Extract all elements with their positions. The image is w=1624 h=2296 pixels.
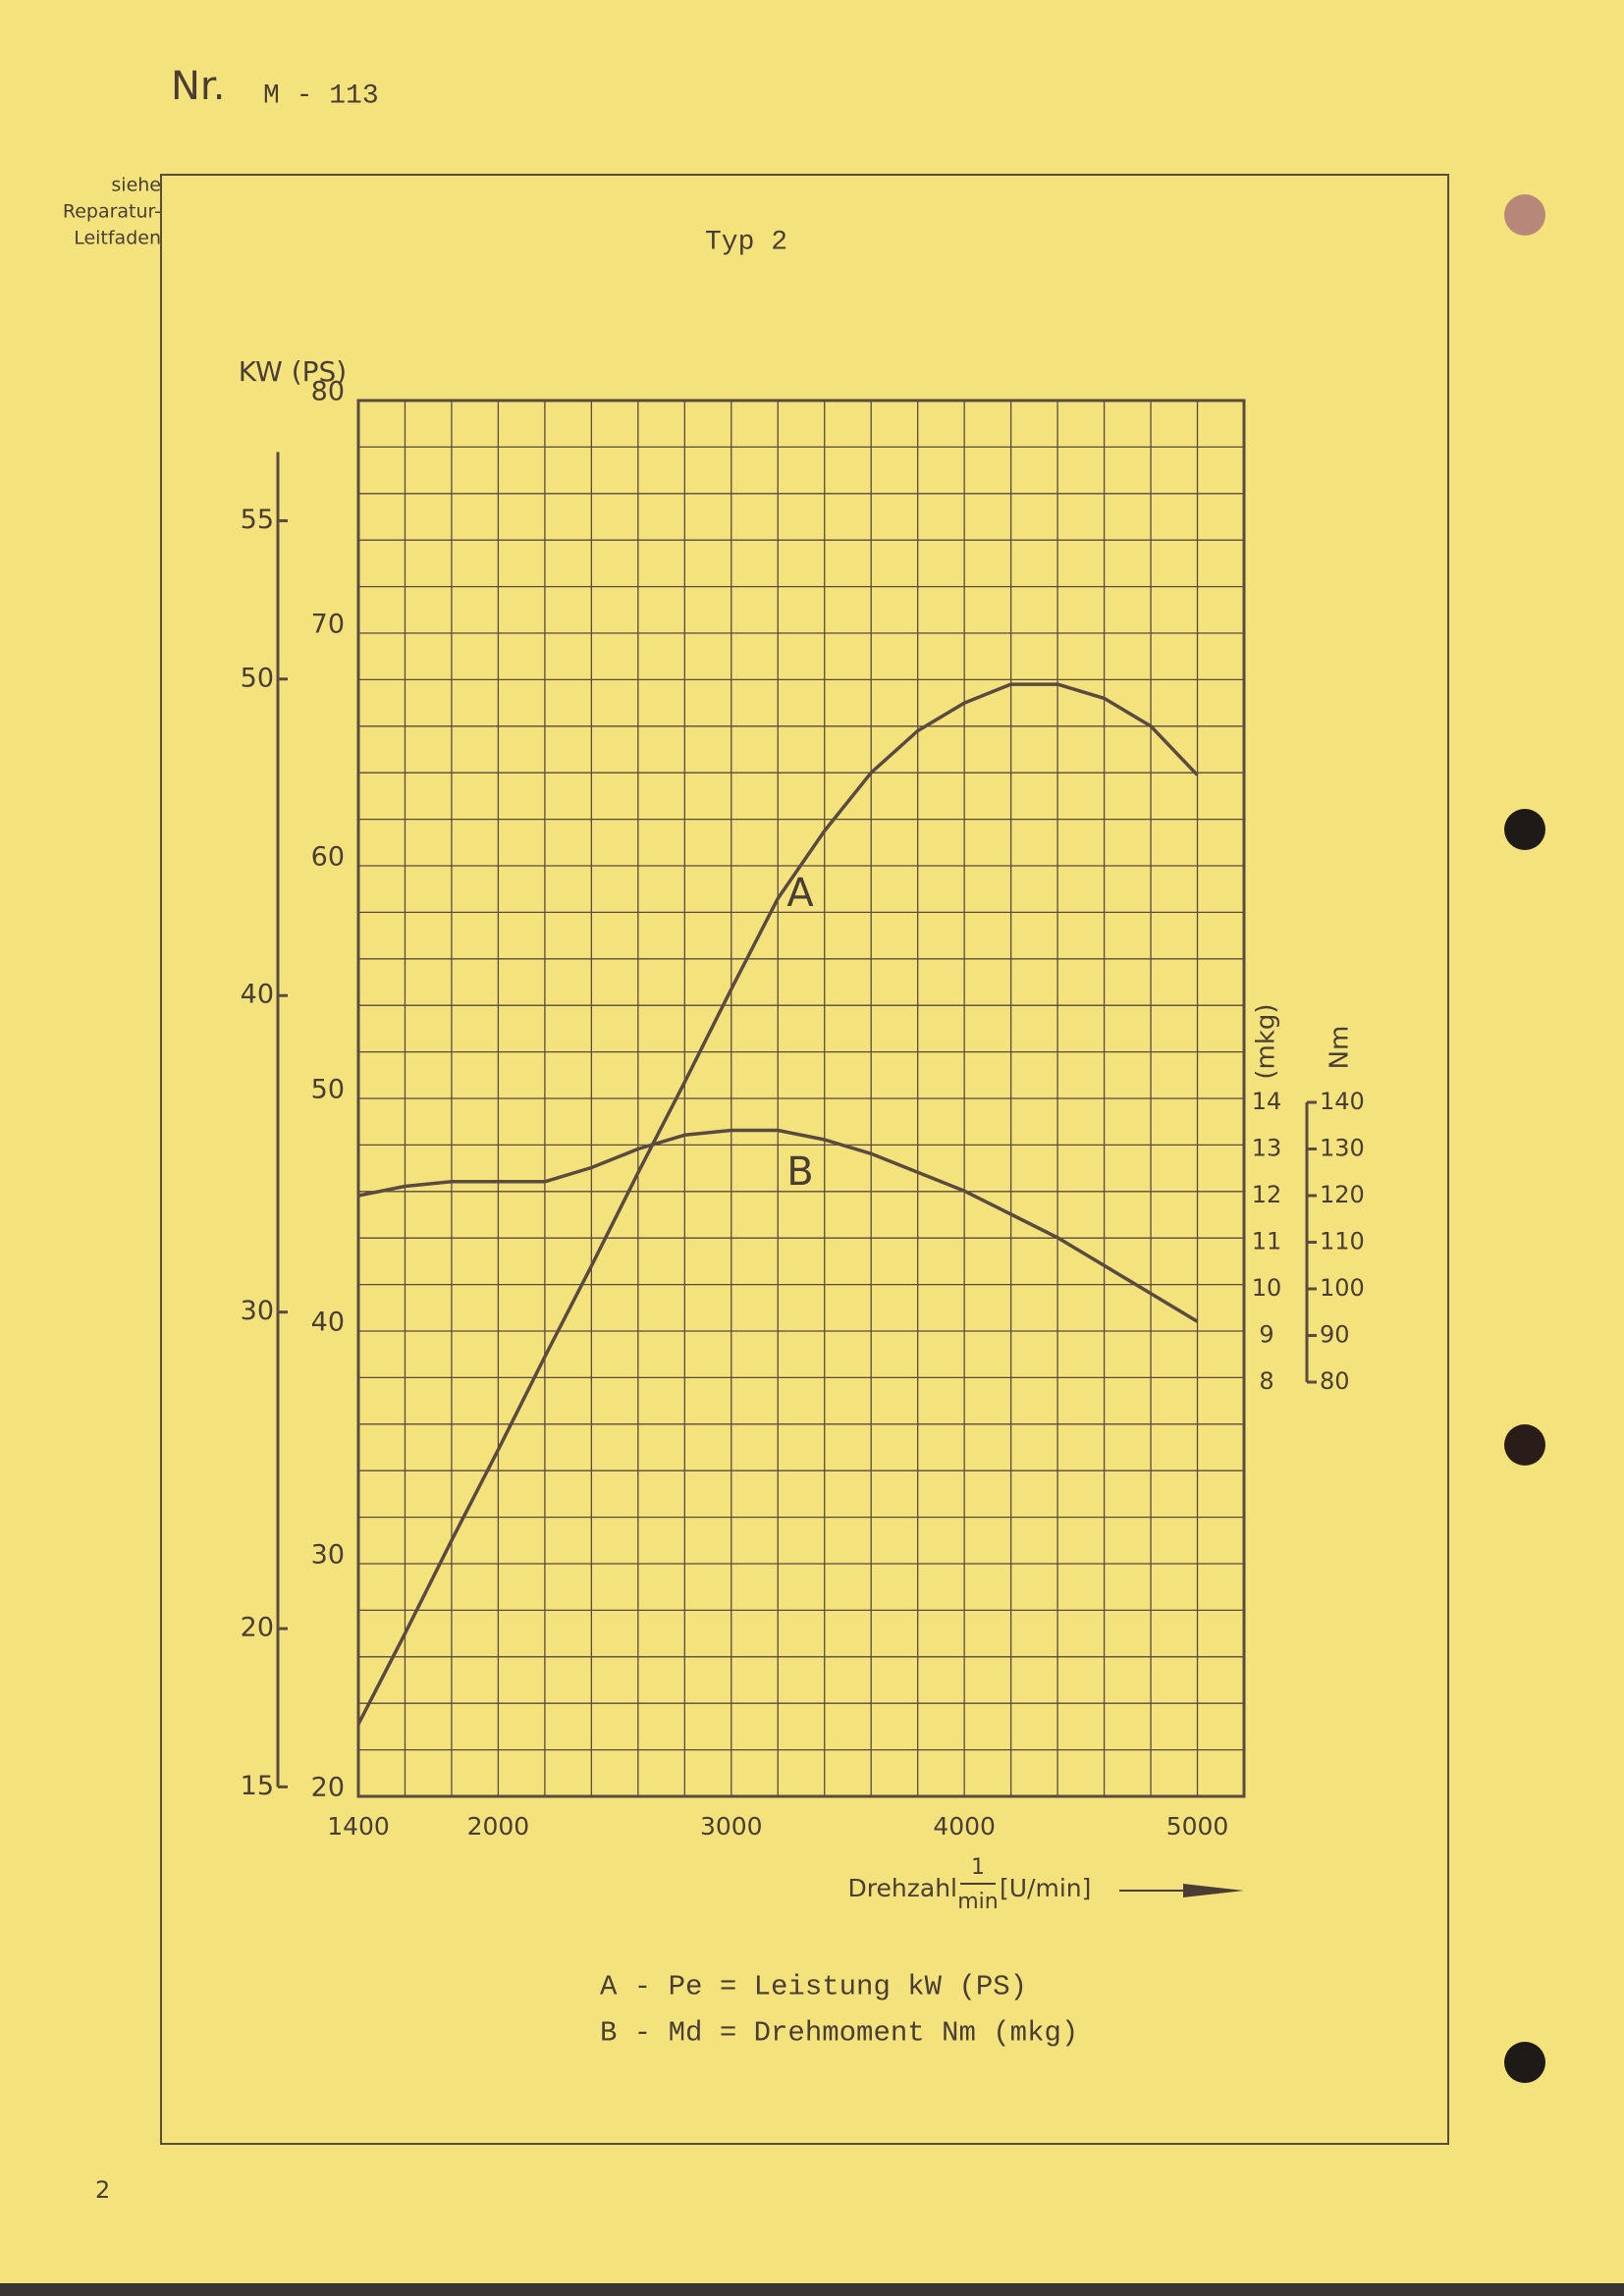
legend-line: B - Md = Drehmoment Nm (mkg) [600,2017,1078,2050]
scan-edge [0,2283,1624,2296]
kw-tick-label: 30 [241,1296,274,1326]
document-number: M - 113 [263,80,379,111]
punch-hole [1504,194,1545,236]
curve [357,1128,1199,1323]
x-axis-label-numerator: 1 [971,1855,985,1880]
x-tick-label: 3000 [700,1812,763,1841]
page-number: 2 [95,2176,110,2204]
y2-tick-label: 10 [1252,1274,1282,1302]
kw-tick-label: 50 [241,663,274,693]
arrow-head [1183,1884,1244,1897]
y2-tick-label: 13 [1252,1135,1282,1162]
legend-line: A - Pe = Leistung kW (PS) [600,1971,1027,2003]
curve-label: A [786,871,814,916]
nm-tick-label: 90 [1320,1321,1350,1349]
nm-tick-label: 80 [1320,1367,1350,1395]
y-tick-label: 30 [311,1540,345,1571]
y-tick-label: 60 [311,842,345,873]
kw-tick-label: 40 [241,980,274,1010]
x-tick-label: 1400 [327,1812,390,1841]
y2-tick-label: 14 [1252,1088,1282,1115]
nm-tick-label: 100 [1320,1274,1365,1302]
frame [160,174,1449,2145]
y-tick-label: 50 [311,1075,345,1105]
y2-tick-label: 12 [1252,1181,1282,1208]
nm-tick-label: 130 [1320,1135,1365,1162]
nm-tick-label: 110 [1320,1228,1365,1255]
x-axis-label: Drehzahl [848,1874,957,1902]
nm-tick-label: 120 [1320,1181,1365,1208]
x-tick-label: 5000 [1166,1812,1229,1841]
note-line: siehe [111,175,161,196]
plot-border [356,399,1246,1798]
y3-axis-label: Nm [1326,1026,1355,1070]
kw-tick-label: 20 [241,1613,274,1643]
x-axis-label-denominator: min [957,1890,999,1914]
y2-tick-label: 8 [1259,1367,1273,1395]
x-tick-label: 2000 [467,1812,530,1841]
note-line: Reparatur- [63,201,161,223]
x-tick-label: 4000 [933,1812,996,1841]
punch-hole [1504,1424,1545,1466]
y-tick-label: 40 [311,1308,345,1338]
punch-hole [1504,2042,1545,2083]
curve [356,682,1199,1726]
note-line: Leitfaden [74,228,161,249]
curve-label: B [786,1149,813,1195]
nm-tick-label: 140 [1320,1088,1365,1115]
chart-title: Typ 2 [705,227,787,257]
number-label: Nr. [171,64,225,109]
x-axis-unit: [U/min] [1000,1874,1091,1902]
kw-tick-label: 15 [241,1771,274,1801]
y-tick-label: 80 [311,377,345,407]
y2-tick-label: 11 [1252,1228,1282,1255]
y2-tick-label: 9 [1259,1321,1273,1349]
y-tick-label: 70 [311,610,345,640]
y-axis-label: KW (PS) [239,355,347,388]
punch-hole [1504,809,1545,850]
kw-tick-label: 55 [241,505,274,535]
y2-axis-label: (mkg) [1252,1003,1281,1079]
y-tick-label: 20 [311,1773,345,1803]
